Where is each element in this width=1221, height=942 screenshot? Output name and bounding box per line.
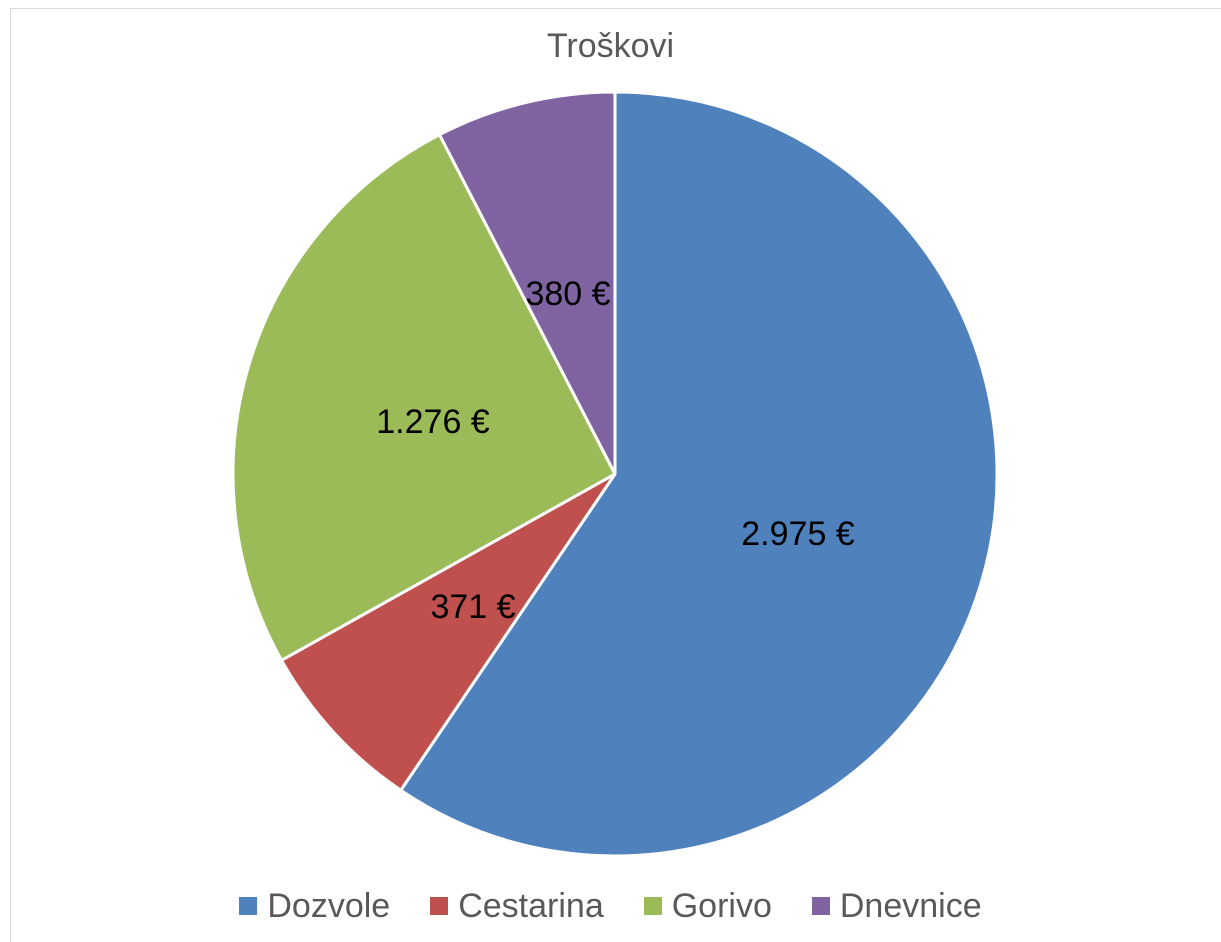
legend-swatch-cestarina xyxy=(430,897,449,915)
data-label-gorivo: 1.276 € xyxy=(376,403,490,441)
legend-label-dnevnice: Dnevnice xyxy=(839,887,982,925)
pie-slice-dnevnice[interactable] xyxy=(438,90,617,476)
legend-swatch-dnevnice xyxy=(811,897,830,915)
legend-label-cestarina: Cestarina xyxy=(458,887,604,925)
legend: Dozvole Cestarina Gorivo Dnevnice xyxy=(0,886,1221,926)
data-label-cestarina: 371 € xyxy=(430,588,515,626)
legend-item-dnevnice[interactable]: Dnevnice xyxy=(811,886,982,926)
pie-slice-dozvole[interactable] xyxy=(399,90,999,858)
legend-item-gorivo[interactable]: Gorivo xyxy=(643,886,772,926)
pie-slice-cestarina[interactable] xyxy=(279,472,617,792)
pie-slice-gorivo[interactable] xyxy=(231,133,617,662)
legend-item-dozvole[interactable]: Dozvole xyxy=(239,886,390,926)
legend-item-cestarina[interactable]: Cestarina xyxy=(430,886,604,926)
legend-swatch-dozvole xyxy=(239,897,258,915)
legend-label-dozvole: Dozvole xyxy=(267,887,391,925)
chart-title: Troškovi xyxy=(546,27,675,65)
legend-label-gorivo: Gorivo xyxy=(671,887,772,925)
data-label-dnevnice: 380 € xyxy=(525,275,610,313)
legend-swatch-gorivo xyxy=(643,897,662,915)
data-label-dozvole: 2.975 € xyxy=(741,515,855,553)
